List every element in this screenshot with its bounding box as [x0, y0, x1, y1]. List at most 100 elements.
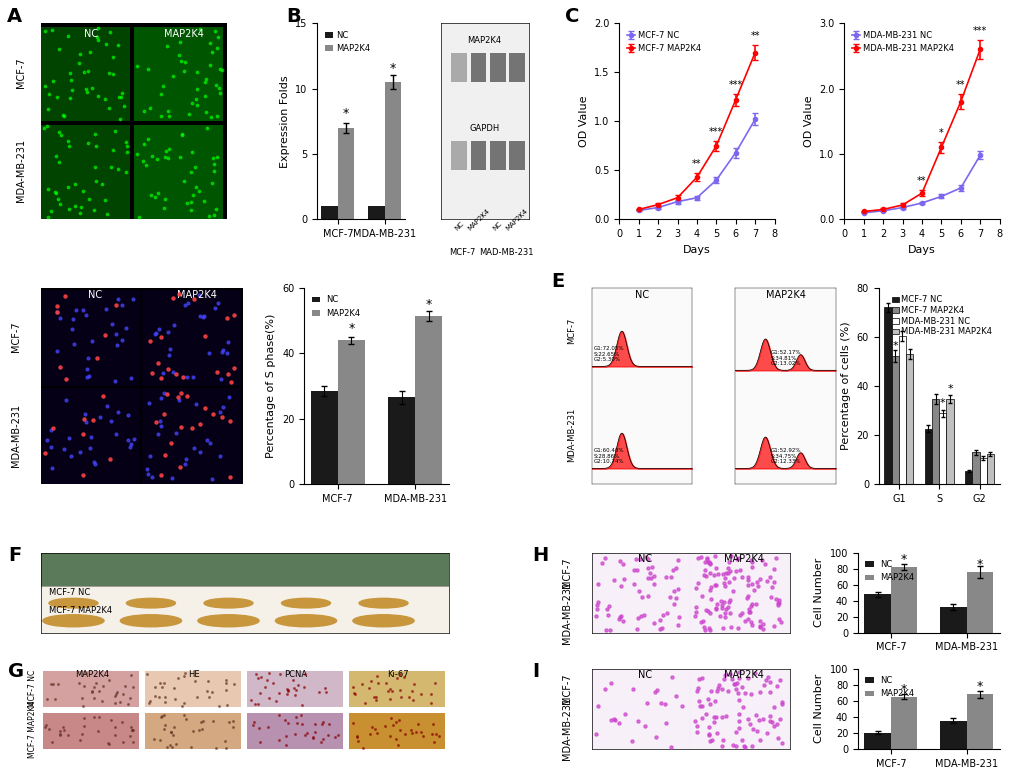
Text: MAP2K4: MAP2K4	[164, 29, 204, 39]
Point	[220, 36, 236, 48]
Bar	[311, 391, 337, 484]
Text: ***: ***	[972, 25, 986, 36]
Bar	[387, 398, 415, 484]
Text: MAP2K4: MAP2K4	[467, 36, 501, 45]
Bar	[470, 141, 486, 171]
Point	[699, 174, 715, 187]
Text: MCF-7 NC: MCF-7 NC	[49, 588, 90, 598]
Point	[606, 568, 623, 581]
Text: *: *	[976, 680, 982, 693]
Point	[743, 146, 759, 158]
Point	[949, 164, 965, 177]
Text: MAP2K4: MAP2K4	[723, 669, 763, 679]
Point	[650, 15, 666, 27]
Text: MCF-7: MCF-7	[449, 248, 475, 256]
Text: MAP2K4: MAP2K4	[765, 290, 805, 300]
Point	[908, 221, 924, 233]
Circle shape	[49, 598, 98, 608]
Point	[281, 486, 298, 498]
Text: G1:60.40%
S:28.86%
G2:10.74%: G1:60.40% S:28.86% G2:10.74%	[593, 448, 624, 465]
Point	[625, 199, 641, 212]
Text: *: *	[900, 682, 906, 696]
Bar	[966, 694, 993, 749]
Text: MCF-7 MAP2K4: MCF-7 MAP2K4	[49, 606, 112, 615]
Bar	[384, 82, 401, 219]
Bar	[450, 52, 467, 82]
Text: MDA-MB-231: MDA-MB-231	[561, 697, 572, 760]
Text: *: *	[900, 553, 906, 566]
Point	[986, 381, 1003, 394]
Y-axis label: OD Value: OD Value	[803, 96, 813, 147]
Point	[172, 96, 189, 109]
Point	[435, 505, 451, 517]
Point	[310, 526, 326, 538]
Text: ***: ***	[728, 80, 742, 90]
Bar	[863, 733, 890, 749]
Point	[893, 442, 909, 455]
Point	[964, 476, 980, 488]
Point	[723, 69, 740, 81]
Legend: MDA-MB-231 NC, MDA-MB-231 MAP2K4: MDA-MB-231 NC, MDA-MB-231 MAP2K4	[848, 27, 956, 56]
Bar	[898, 336, 905, 484]
Bar	[971, 452, 978, 484]
Circle shape	[353, 615, 414, 627]
Circle shape	[120, 615, 181, 627]
Point	[727, 564, 743, 577]
Point	[760, 542, 776, 554]
Text: MAP2K4: MAP2K4	[466, 208, 490, 232]
Point	[795, 268, 811, 280]
Text: NC: NC	[453, 221, 465, 232]
Legend: MCF-7 NC, MCF-7 MAP2K4: MCF-7 NC, MCF-7 MAP2K4	[623, 27, 703, 56]
Text: H: H	[532, 547, 548, 565]
Point	[843, 647, 859, 659]
Point	[952, 277, 968, 290]
Point	[737, 103, 753, 116]
Y-axis label: Percentage of cells (%): Percentage of cells (%)	[841, 322, 850, 450]
Text: MDA-MB-231: MDA-MB-231	[561, 581, 572, 645]
Circle shape	[275, 615, 336, 627]
Bar	[508, 141, 525, 171]
Point	[883, 428, 900, 440]
Y-axis label: Percentage of S phase(%): Percentage of S phase(%)	[266, 313, 276, 459]
Bar	[415, 316, 442, 484]
Text: MDA-MB-231: MDA-MB-231	[567, 408, 576, 462]
Point	[407, 581, 423, 593]
Circle shape	[126, 598, 175, 608]
Point	[290, 252, 307, 265]
Point	[807, 159, 823, 171]
Text: **: **	[692, 159, 701, 169]
Text: G1:72.05%
S:22.65%
G2:5.30%: G1:72.05% S:22.65% G2:5.30%	[593, 346, 624, 363]
Point	[612, 35, 629, 47]
Point	[719, 409, 736, 422]
Point	[979, 637, 996, 649]
Text: MAP2K4: MAP2K4	[74, 669, 109, 679]
Legend: NC, MAP2K4: NC, MAP2K4	[321, 27, 373, 56]
Text: Ki-67: Ki-67	[386, 669, 409, 679]
Point	[480, 573, 496, 585]
Circle shape	[43, 615, 104, 627]
Point	[973, 101, 989, 113]
Point	[826, 428, 843, 440]
Text: MAP2K4: MAP2K4	[176, 290, 216, 300]
Bar	[890, 567, 916, 633]
Point	[810, 563, 826, 575]
Circle shape	[281, 598, 330, 608]
Point	[871, 442, 888, 454]
Text: GAPDH: GAPDH	[469, 124, 499, 133]
Point	[825, 368, 842, 381]
Bar	[508, 52, 525, 82]
Bar	[938, 413, 946, 484]
Bar	[931, 398, 938, 484]
Point	[409, 123, 425, 135]
Point	[957, 13, 973, 25]
Text: **: **	[916, 176, 926, 186]
Bar	[940, 607, 966, 633]
Text: MDA-MB-231: MDA-MB-231	[16, 139, 25, 201]
Point	[741, 310, 757, 322]
Point	[735, 337, 751, 350]
Y-axis label: Cell Number: Cell Number	[813, 674, 823, 743]
Point	[334, 639, 351, 652]
Point	[745, 308, 761, 320]
Point	[616, 180, 633, 192]
Point	[883, 108, 900, 120]
